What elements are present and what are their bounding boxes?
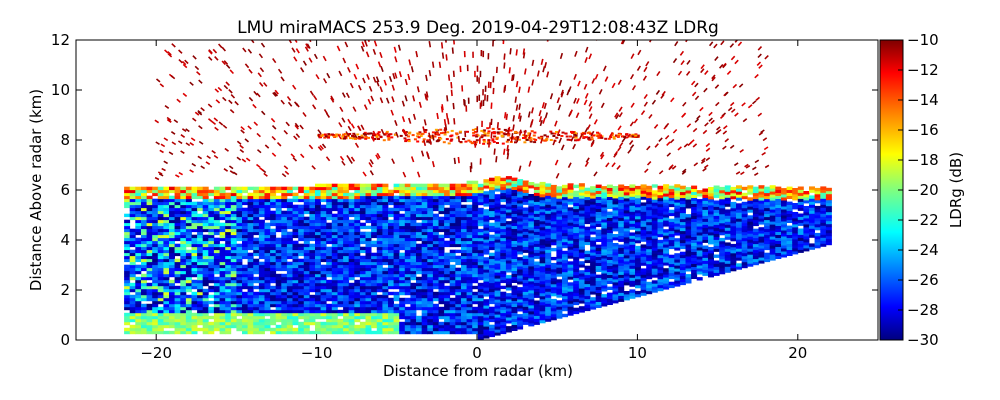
y-axis: 0 2 4 6 8 10 12 (51, 31, 878, 349)
x-axis: −20 −10 0 10 20 (140, 40, 807, 362)
y-tick-label: 2 (60, 281, 70, 299)
colorbar-tick-label: −14 (907, 91, 939, 109)
colorbar-tick-label: −16 (907, 121, 939, 139)
y-tick-label: 8 (60, 131, 70, 149)
x-axis-label: Distance from radar (km) (383, 362, 573, 380)
y-axis-label: Distance Above radar (km) (27, 89, 45, 291)
x-tick-label: 10 (628, 344, 647, 362)
colorbar-tick-label: −18 (907, 151, 939, 169)
colorbar-tick-label: −28 (907, 301, 939, 319)
x-tick-label: −20 (140, 344, 172, 362)
x-tick-label: 0 (472, 344, 482, 362)
x-tick-label: 20 (788, 344, 807, 362)
colorbar-label: LDRg (dB) (947, 152, 965, 228)
ldr-cells (124, 176, 832, 340)
y-tick-label: 0 (60, 331, 70, 349)
colorbar-tick-label: −26 (907, 271, 939, 289)
colorbar-ticks: −30 −28 −26 −24 −22 −20 −18 −16 −14 −12 −10 (898, 31, 939, 349)
colorbar-tick-label: −22 (907, 211, 939, 229)
chart-title: LMU miraMACS 253.9 Deg. 2019-04-29T12:08… (237, 18, 719, 38)
colorbar-tick-label: −20 (907, 181, 939, 199)
x-tick-label: −10 (301, 344, 333, 362)
y-tick-label: 12 (51, 31, 70, 49)
y-tick-label: 10 (51, 81, 70, 99)
plot-area (124, 40, 832, 340)
y-tick-label: 6 (60, 181, 70, 199)
noise-streaks (154, 40, 770, 181)
colorbar-tick-label: −10 (907, 31, 939, 49)
colorbar-tick-label: −30 (907, 331, 939, 349)
y-tick-label: 4 (60, 231, 70, 249)
colorbar-tick-label: −12 (907, 61, 939, 79)
colorbar-tick-label: −24 (907, 241, 939, 259)
upper-layer-cells (317, 127, 640, 146)
